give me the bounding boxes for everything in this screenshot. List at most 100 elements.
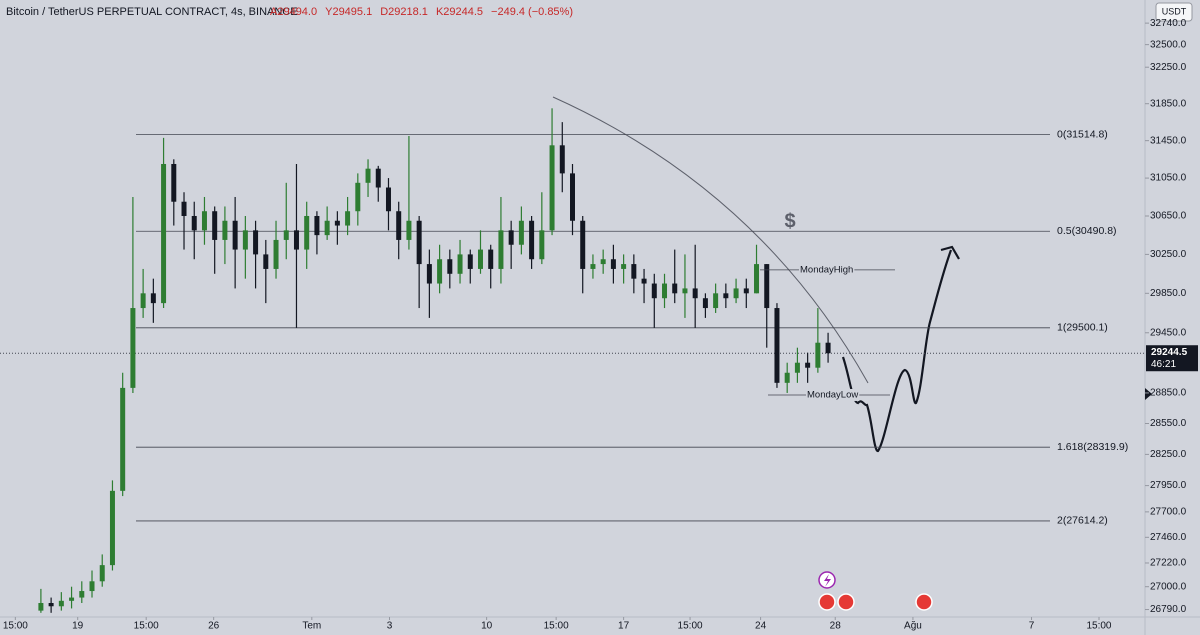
candle-body [232, 220, 238, 250]
ohlc-value: D29218.1 [380, 6, 428, 18]
candle-body [672, 283, 678, 294]
ohlc-value: A29494.0 [270, 6, 317, 18]
candle-body [774, 308, 780, 383]
candle-body [293, 230, 299, 250]
x-tick-label: 19 [72, 621, 84, 632]
candle-body [273, 239, 279, 269]
currency-button[interactable] [1155, 2, 1193, 22]
candle-body [283, 230, 289, 240]
fib-label: 0(31514.8) [1057, 128, 1108, 140]
candle-body [754, 264, 760, 294]
candle-body [437, 259, 443, 284]
candle-body [467, 254, 473, 269]
candle-body [539, 230, 545, 260]
fib-label: 0.5(30490.8) [1057, 225, 1117, 237]
ohlc-values: A29494.0 Y29495.1 D29218.1 K29244.5 −249.4 (… [270, 6, 573, 18]
currency-label[interactable]: USDT [1162, 6, 1187, 16]
candle-body [794, 362, 800, 373]
y-tick-label: 31450.0 [1150, 135, 1187, 146]
candle-body [651, 283, 657, 299]
candle-body [69, 597, 75, 601]
candle-body [631, 264, 637, 279]
candle-body [201, 211, 207, 231]
candle-body [570, 173, 575, 221]
fib-label: 1(29500.1) [1057, 322, 1108, 334]
candle-body [733, 288, 739, 299]
candle-body [682, 288, 688, 294]
x-tick-label: Ağu [904, 621, 922, 632]
candle-body [723, 293, 729, 299]
ohlc-value: K29244.5 [436, 6, 483, 18]
candle-body [212, 211, 218, 240]
flag-icon[interactable] [915, 593, 933, 611]
candle-body [406, 220, 412, 240]
dollar-annotation: $ [784, 210, 795, 232]
candle-body [549, 145, 555, 231]
candle-body [416, 220, 422, 265]
candle-body [621, 264, 627, 269]
x-tick-label: 28 [830, 621, 842, 632]
y-tick-label: 32250.0 [1150, 62, 1187, 73]
y-tick-label: 31050.0 [1150, 173, 1187, 184]
axis-marker [1145, 388, 1152, 400]
candle-body [181, 201, 187, 216]
ohlc-value: Y29495.1 [325, 6, 372, 18]
candle-body [702, 298, 708, 309]
candle-body [161, 163, 167, 304]
last-price-box [1146, 345, 1198, 372]
y-tick-label: 29850.0 [1150, 288, 1187, 299]
x-tick-label: 15:00 [3, 621, 28, 632]
y-tick-label: 28850.0 [1150, 388, 1187, 399]
candle-body [79, 591, 85, 598]
y-tick-label: 27000.0 [1150, 581, 1187, 592]
candle-body [375, 168, 381, 188]
candle-body [130, 308, 136, 388]
candle-body [191, 215, 197, 231]
candle-body [58, 600, 64, 607]
x-tick-label: 17 [618, 621, 630, 632]
candle-body [508, 230, 514, 245]
candle-body [48, 602, 54, 607]
candle-body [743, 288, 749, 294]
candle-body [662, 283, 668, 299]
candle-body [324, 220, 330, 236]
candle-body [488, 249, 494, 269]
candle-body [365, 168, 371, 183]
candle-body [355, 182, 361, 212]
flag-icon[interactable] [818, 593, 836, 611]
plot-area [0, 108, 1145, 613]
candle-body [242, 230, 248, 250]
candle-body [263, 254, 269, 269]
candle-body [304, 215, 310, 250]
candle-body [713, 293, 719, 309]
candle-body [314, 215, 320, 236]
candle-body [120, 387, 126, 491]
y-tick-label: 30650.0 [1150, 211, 1187, 222]
x-tick-label: 15:00 [678, 621, 703, 632]
y-tick-label: 27950.0 [1150, 480, 1187, 491]
candle-body [171, 163, 177, 202]
x-tick-label: 26 [208, 621, 220, 632]
candle-body [457, 254, 463, 274]
candle-body [99, 565, 105, 582]
candle-body [38, 602, 44, 611]
candle-body [764, 264, 770, 309]
candle-body [385, 187, 391, 212]
event-icon-bolt [824, 574, 831, 587]
candle-body [692, 288, 698, 299]
candle-body [559, 145, 565, 174]
candle-body [477, 249, 483, 269]
flag-icons [818, 593, 933, 611]
flag-icon[interactable] [837, 593, 855, 611]
candle-body [590, 264, 596, 269]
candle-body [815, 342, 821, 368]
y-tick-label: 26790.0 [1150, 604, 1187, 615]
y-tick-label: 27700.0 [1150, 507, 1187, 518]
x-tick-label: 3 [387, 621, 393, 632]
projection-arrow [940, 245, 960, 260]
projection-path [841, 249, 953, 453]
candle-body [140, 293, 146, 309]
candle-body [447, 259, 453, 274]
candle-body [345, 211, 351, 226]
